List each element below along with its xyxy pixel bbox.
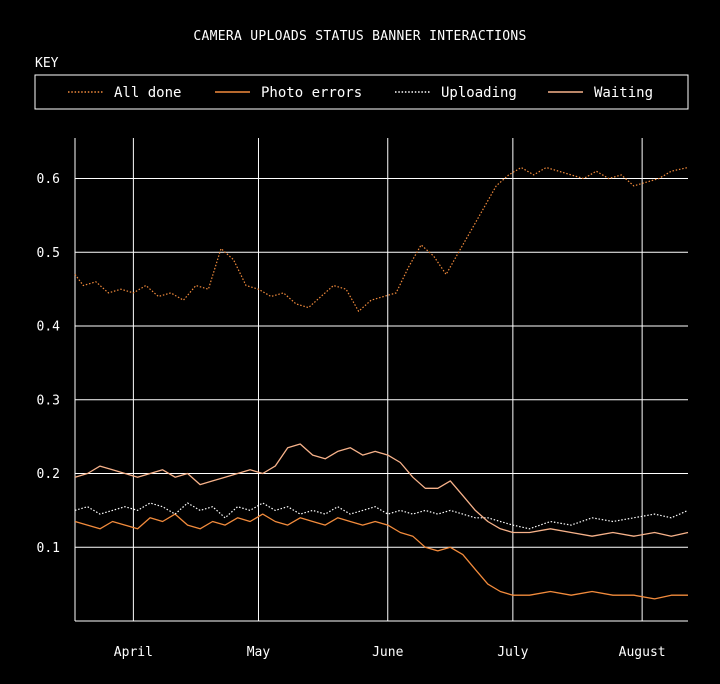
- legend: All done Photo errors Uploading Waiting: [68, 85, 653, 101]
- grid: [75, 138, 688, 621]
- series-line-photo-errors: [74, 513, 688, 600]
- legend-label: Photo errors: [261, 85, 362, 101]
- y-tick-label: 0.5: [37, 246, 60, 261]
- legend-box: [34, 74, 689, 110]
- legend-label: All done: [114, 85, 181, 101]
- x-tick-label: July: [497, 645, 528, 660]
- x-tick-label: June: [372, 645, 403, 660]
- x-tick-label: May: [247, 645, 271, 660]
- series-line-uploading: [74, 502, 689, 530]
- axes: 0.1 0.2 0.3 0.4 0.5 0.6 April May June July August: [37, 138, 688, 660]
- y-tick-label: 0.1: [37, 541, 60, 556]
- x-tick-label: April: [114, 645, 153, 660]
- y-tick-label: 0.4: [37, 320, 61, 335]
- chart-title: CAMERA UPLOADS STATUS BANNER INTERACTION…: [193, 29, 526, 44]
- y-tick-label: 0.2: [37, 467, 60, 482]
- legend-label: Waiting: [594, 85, 653, 101]
- series-line-all-done: [74, 166, 689, 312]
- plot-area: [74, 166, 689, 600]
- x-tick-label: August: [619, 645, 666, 660]
- series-line-waiting: [74, 443, 689, 537]
- legend-title: KEY: [35, 56, 59, 71]
- legend-label: Uploading: [441, 85, 517, 101]
- y-tick-label: 0.3: [37, 393, 60, 408]
- y-tick-label: 0.6: [37, 172, 60, 187]
